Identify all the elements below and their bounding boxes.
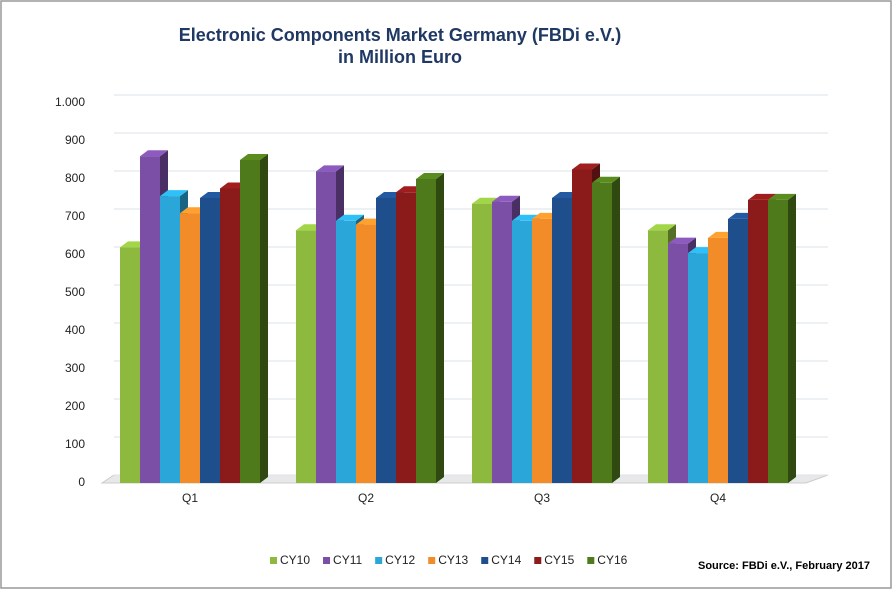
y-tick-label: 600 (65, 247, 85, 261)
chart-title: Electronic Components Market Germany (FB… (179, 25, 621, 45)
bar-top (668, 237, 696, 244)
bar (648, 230, 668, 483)
y-tick-label: 200 (65, 399, 85, 413)
bar-top (748, 193, 776, 200)
bar (492, 201, 512, 484)
bar-side (788, 193, 796, 483)
bar (728, 218, 748, 483)
bar-side (260, 154, 268, 483)
y-tick-label: 400 (65, 323, 85, 337)
legend-label: CY16 (597, 553, 627, 567)
bar (592, 182, 612, 484)
bar (748, 199, 768, 483)
x-tick-label: Q1 (182, 491, 198, 505)
bar-side (436, 173, 444, 483)
legend-label: CY13 (438, 553, 468, 567)
bar (296, 230, 316, 483)
bar (220, 188, 240, 483)
bar (396, 192, 416, 484)
bar-top (416, 173, 444, 179)
bar (708, 237, 728, 483)
bar-side (612, 176, 620, 484)
bar (180, 213, 200, 483)
bar-top (592, 176, 620, 183)
legend-swatch (375, 557, 383, 564)
legend-label: CY12 (385, 553, 415, 567)
y-tick-label: 700 (65, 209, 85, 223)
bar (140, 156, 160, 483)
bar-top (336, 214, 364, 221)
legend-swatch (323, 557, 331, 564)
bar (768, 199, 788, 483)
bar-top (648, 224, 676, 231)
bar (160, 196, 180, 483)
bar (512, 220, 532, 484)
bar (668, 243, 688, 483)
bar (532, 218, 552, 483)
legend-label: CY11 (333, 553, 362, 567)
chart-subtitle: in Million Euro (338, 47, 462, 67)
x-tick-label: Q3 (534, 491, 550, 505)
legend-swatch (270, 557, 277, 564)
bar-top (140, 150, 168, 157)
legend-swatch (587, 557, 595, 564)
bar (376, 198, 396, 483)
bar-top (316, 165, 344, 172)
bar-top (240, 154, 268, 160)
y-tick-label: 0 (78, 475, 85, 489)
legend-swatch (534, 557, 542, 564)
x-tick-label: Q4 (710, 491, 726, 505)
legend-swatch (428, 557, 436, 564)
bar (572, 169, 592, 483)
bar-top (572, 163, 600, 170)
y-tick-label: 300 (65, 361, 85, 375)
y-tick-label: 1.000 (55, 95, 85, 109)
bar-top (492, 195, 520, 202)
bar (552, 198, 572, 483)
y-tick-label: 800 (65, 171, 85, 185)
y-tick-label: 900 (65, 133, 85, 147)
bar-top (768, 193, 796, 200)
bar (240, 160, 260, 483)
bar (120, 247, 140, 483)
bar (416, 179, 436, 483)
legend-label: CY15 (544, 553, 574, 567)
bar-top (160, 190, 188, 197)
x-tick-label: Q2 (358, 491, 374, 505)
bar (316, 171, 336, 483)
legend-swatch (481, 557, 489, 564)
legend-label: CY14 (491, 553, 521, 567)
source-note: Source: FBDi e.V., February 2017 (698, 560, 870, 572)
bar (200, 198, 220, 483)
bar (336, 220, 356, 484)
bar (472, 203, 492, 483)
bar (356, 224, 376, 483)
bar (688, 253, 708, 483)
legend-label: CY10 (280, 553, 310, 567)
y-tick-label: 500 (65, 285, 85, 299)
y-tick-label: 100 (65, 437, 85, 451)
